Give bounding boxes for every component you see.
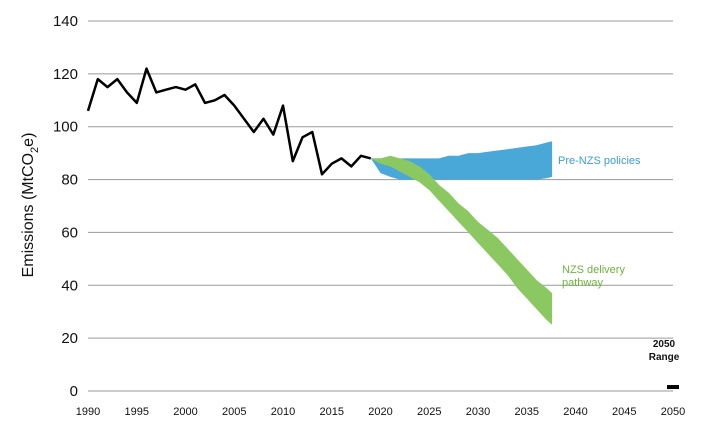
x-tick-label: 2015	[320, 406, 344, 418]
x-tick-label: 2000	[173, 406, 197, 418]
range-label-range: Range	[649, 352, 680, 363]
range-2050-marker	[667, 385, 679, 390]
range-label-2050: 2050	[653, 339, 676, 350]
x-tick-label: 1990	[76, 406, 100, 418]
x-tick-label: 2010	[271, 406, 295, 418]
y-tick-label: 140	[53, 13, 78, 30]
historical-series	[86, 67, 372, 176]
x-tick-label: 2035	[515, 406, 539, 418]
historical-emissions-line	[86, 67, 372, 176]
annotation-pre-nzs-policies: Pre-NZS policies	[558, 155, 641, 167]
y-tick-label: 80	[61, 172, 78, 189]
gridlines	[88, 20, 673, 392]
scenario-bands	[370, 141, 553, 325]
x-tick-label: 2040	[563, 406, 587, 418]
x-tick-label: 2020	[368, 406, 392, 418]
x-tick-label: 2045	[612, 406, 636, 418]
y-tick-label: 0	[70, 383, 78, 400]
annotation-nzs-pathway: pathway	[562, 277, 603, 289]
range-2050-bar	[667, 385, 679, 390]
y-tick-label: 60	[61, 224, 78, 241]
x-axis-ticks: 1990 1995 2000 2005 2010 2015 2020 2025 2030 2035…	[76, 406, 685, 418]
x-tick-label: 2050	[661, 406, 685, 418]
y-tick-label: 120	[53, 66, 78, 83]
annotation-nzs-delivery: NZS delivery	[562, 264, 625, 276]
y-axis-ticks: 0 20 40 60 80 100 120 140	[53, 13, 78, 400]
x-tick-label: 2005	[222, 406, 246, 418]
x-tick-label: 2030	[466, 406, 490, 418]
y-tick-label: 20	[61, 330, 78, 347]
x-tick-label: 2025	[417, 406, 441, 418]
y-axis-label: Emissions (MtCO2e)	[20, 133, 41, 278]
band-nzs-delivery-pathway	[370, 155, 553, 325]
y-tick-label: 100	[53, 119, 78, 136]
y-tick-label: 40	[61, 277, 78, 294]
x-tick-label: 1995	[125, 406, 149, 418]
